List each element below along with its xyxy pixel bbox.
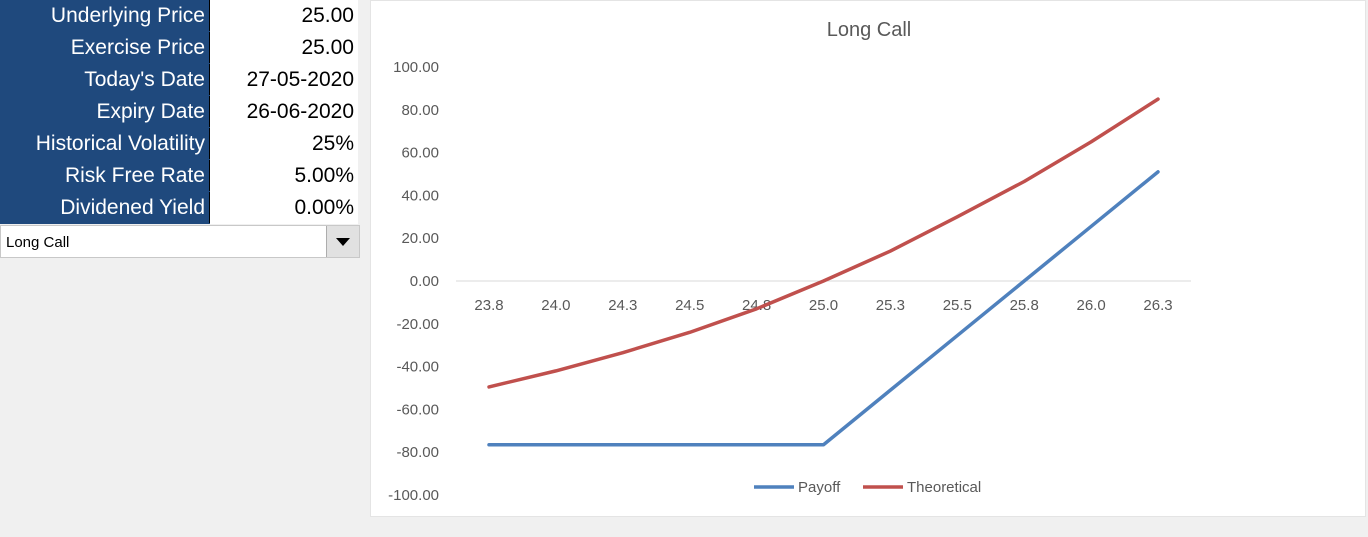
- param-value[interactable]: 0.00%: [209, 191, 358, 224]
- parameters-table: Underlying Price 25.00 Exercise Price 25.00…: [0, 0, 358, 224]
- chevron-down-icon: [336, 237, 350, 246]
- x-tick-label: 25.3: [876, 297, 905, 314]
- param-label: Underlying Price: [0, 0, 210, 32]
- param-value[interactable]: 25.00: [209, 0, 358, 32]
- param-label: Risk Free Rate: [0, 159, 210, 192]
- y-tick-label: -20.00: [396, 316, 439, 333]
- x-tick-label: 24.5: [675, 297, 704, 314]
- x-tick-label: 24.0: [541, 297, 570, 314]
- param-row: Expiry Date 26-06-2020: [0, 95, 358, 128]
- dropdown-button[interactable]: [326, 226, 359, 257]
- param-label: Expiry Date: [0, 95, 210, 128]
- x-tick-label: 25.8: [1010, 297, 1039, 314]
- param-label: Dividened Yield: [0, 191, 210, 224]
- y-tick-label: -100.00: [388, 487, 439, 504]
- param-value[interactable]: 5.00%: [209, 159, 358, 192]
- y-tick-label: 60.00: [401, 145, 439, 162]
- param-row: Historical Volatility 25%: [0, 127, 358, 160]
- y-tick-label: -60.00: [396, 401, 439, 418]
- param-label: Today's Date: [0, 63, 210, 96]
- param-label: Historical Volatility: [0, 127, 210, 160]
- chart-area: Long Call 100.00 80.00 60.00 40.00 20.00 0.00 -…: [370, 0, 1366, 517]
- y-tick-label: 0.00: [410, 273, 439, 290]
- y-tick-label: 40.00: [401, 187, 439, 204]
- y-tick-label: -80.00: [396, 444, 439, 461]
- long-call-chart: Long Call 100.00 80.00 60.00 40.00 20.00 0.00 -…: [388, 19, 1191, 504]
- param-value[interactable]: 26-06-2020: [209, 95, 358, 128]
- y-tick-label: -40.00: [396, 359, 439, 376]
- x-tick-label: 25.0: [809, 297, 838, 314]
- series-line-theoretical: [487, 97, 1160, 389]
- param-row: Dividened Yield 0.00%: [0, 191, 358, 224]
- param-row: Underlying Price 25.00: [0, 0, 358, 32]
- param-row: Exercise Price 25.00: [0, 31, 358, 64]
- y-tick-label: 80.00: [401, 102, 439, 119]
- series-line-payoff: [487, 170, 1160, 447]
- x-tick-label: 26.0: [1076, 297, 1105, 314]
- x-tick-label: 26.3: [1143, 297, 1172, 314]
- param-row: Today's Date 27-05-2020: [0, 63, 358, 96]
- param-value[interactable]: 25%: [209, 127, 358, 160]
- chart-title: Long Call: [827, 19, 912, 41]
- param-value[interactable]: 25.00: [209, 31, 358, 64]
- legend-label: Theoretical: [907, 479, 981, 496]
- strategy-dropdown[interactable]: Long Call: [0, 225, 360, 258]
- legend-label: Payoff: [798, 479, 841, 496]
- param-value[interactable]: 27-05-2020: [209, 63, 358, 96]
- x-tick-label: 25.5: [943, 297, 972, 314]
- strategy-dropdown-value: Long Call: [6, 234, 70, 251]
- y-tick-label: 20.00: [401, 230, 439, 247]
- param-row: Risk Free Rate 5.00%: [0, 159, 358, 192]
- y-tick-label: 100.00: [393, 59, 439, 76]
- x-tick-label: 24.3: [608, 297, 637, 314]
- param-label: Exercise Price: [0, 31, 210, 64]
- x-tick-label: 23.8: [474, 297, 503, 314]
